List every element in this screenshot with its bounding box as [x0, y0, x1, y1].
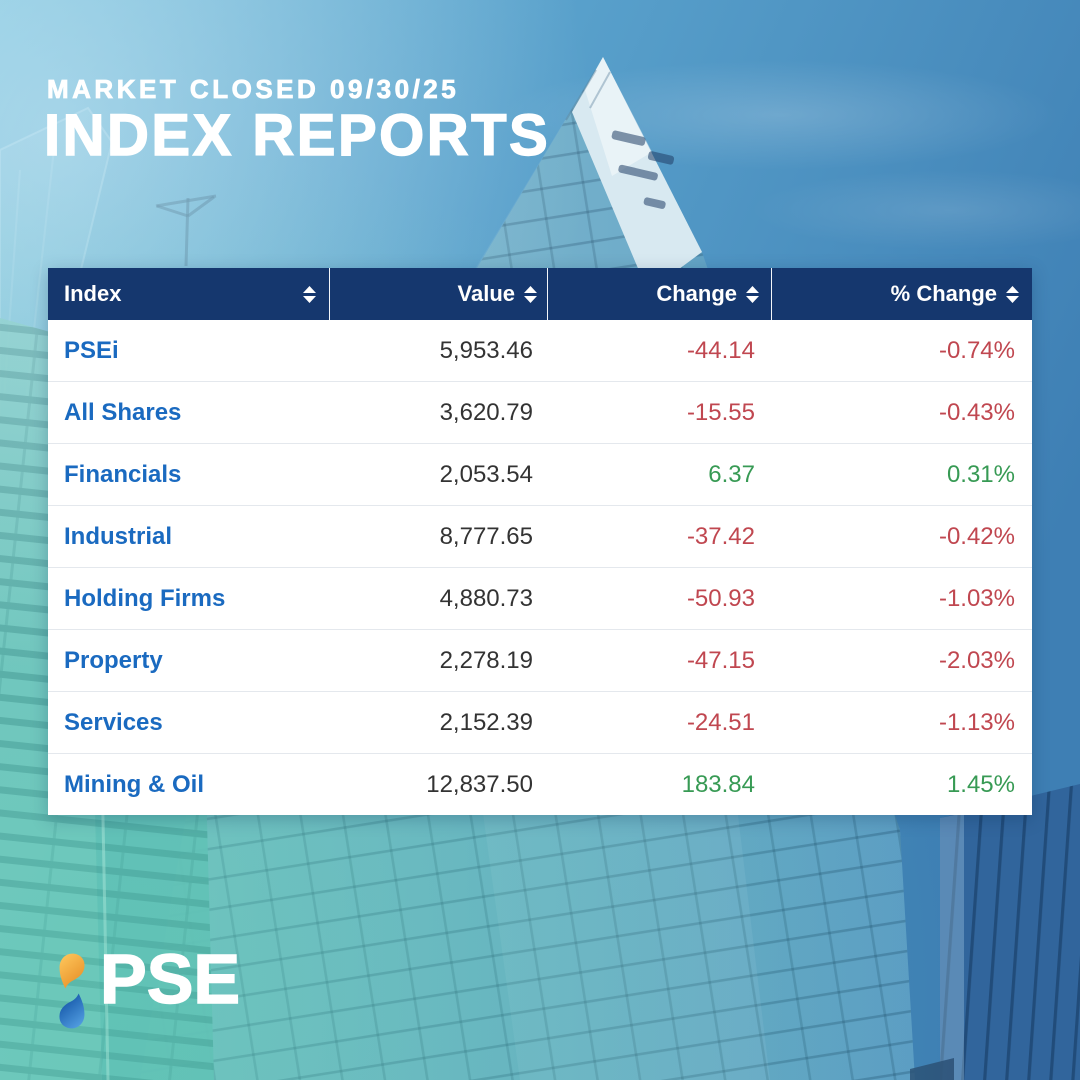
index-change: -47.15 [686, 646, 755, 674]
index-name-link[interactable]: Industrial [64, 522, 173, 550]
index-name-link[interactable]: Mining & Oil [64, 770, 204, 798]
sort-icon [303, 285, 316, 303]
index-name-link[interactable]: PSEi [64, 336, 119, 364]
index-pct-change: -1.03% [938, 584, 1015, 612]
index-value: 4,880.73 [439, 584, 533, 612]
index-name-link[interactable]: Services [64, 708, 163, 736]
index-value: 12,837.50 [426, 770, 533, 798]
sort-icon [746, 285, 759, 303]
index-table: Index Value Change % Change [48, 268, 1032, 815]
table-header-row: Index Value Change % Change [48, 268, 1032, 320]
index-change: -44.14 [686, 336, 755, 364]
pse-logo-text: PSE [99, 940, 241, 1018]
table-row: Financials 2,053.54 6.37 0.31% [48, 443, 1032, 505]
column-header-index-label: Index [64, 281, 122, 306]
sort-icon [524, 285, 537, 303]
column-header-pct-change-label: % Change [890, 281, 997, 306]
index-change: -24.51 [686, 708, 755, 736]
index-pct-change: 0.31% [946, 460, 1015, 488]
index-value: 3,620.79 [439, 398, 533, 426]
column-header-pct-change[interactable]: % Change [772, 268, 1032, 320]
column-header-value[interactable]: Value [330, 268, 548, 320]
index-change: 183.84 [681, 770, 755, 798]
index-value: 2,152.39 [439, 708, 533, 736]
page-title: INDEX REPORTS [43, 102, 551, 168]
index-change: -37.42 [686, 522, 755, 550]
index-name-link[interactable]: Holding Firms [64, 584, 226, 612]
index-pct-change: -0.42% [938, 522, 1015, 550]
index-pct-change: 1.45% [946, 770, 1015, 798]
pse-logo: PSE [54, 940, 241, 1030]
table-row: Holding Firms 4,880.73 -50.93 -1.03% [48, 567, 1032, 629]
table-row: Mining & Oil 12,837.50 183.84 1.45% [48, 753, 1032, 815]
column-header-change-label: Change [656, 281, 737, 306]
column-header-value-label: Value [457, 281, 515, 306]
index-change: -50.93 [686, 584, 755, 612]
pse-logo-icon [59, 953, 85, 1029]
index-pct-change: -1.13% [938, 708, 1015, 736]
column-header-change[interactable]: Change [548, 268, 772, 320]
index-change: -15.55 [686, 398, 755, 426]
column-header-index[interactable]: Index [48, 268, 330, 320]
market-status-text: MARKET CLOSED 09/30/25 [47, 74, 460, 105]
table-body: PSEi 5,953.46 -44.14 -0.74% All Shares 3… [48, 320, 1032, 815]
index-pct-change: -0.74% [938, 336, 1015, 364]
sort-icon [1006, 285, 1019, 303]
table-row: Property 2,278.19 -47.15 -2.03% [48, 629, 1032, 691]
table-row: PSEi 5,953.46 -44.14 -0.74% [48, 320, 1032, 381]
index-name-link[interactable]: All Shares [64, 398, 182, 426]
index-pct-change: -0.43% [938, 398, 1015, 426]
index-value: 2,053.54 [439, 460, 533, 488]
index-name-link[interactable]: Property [64, 646, 163, 674]
table-row: Industrial 8,777.65 -37.42 -0.42% [48, 505, 1032, 567]
index-value: 5,953.46 [439, 336, 533, 364]
table-row: All Shares 3,620.79 -15.55 -0.43% [48, 381, 1032, 443]
table-row: Services 2,152.39 -24.51 -1.13% [48, 691, 1032, 753]
index-pct-change: -2.03% [938, 646, 1015, 674]
index-value: 2,278.19 [439, 646, 533, 674]
index-name-link[interactable]: Financials [64, 460, 182, 488]
index-change: 6.37 [708, 460, 755, 488]
index-value: 8,777.65 [439, 522, 533, 550]
